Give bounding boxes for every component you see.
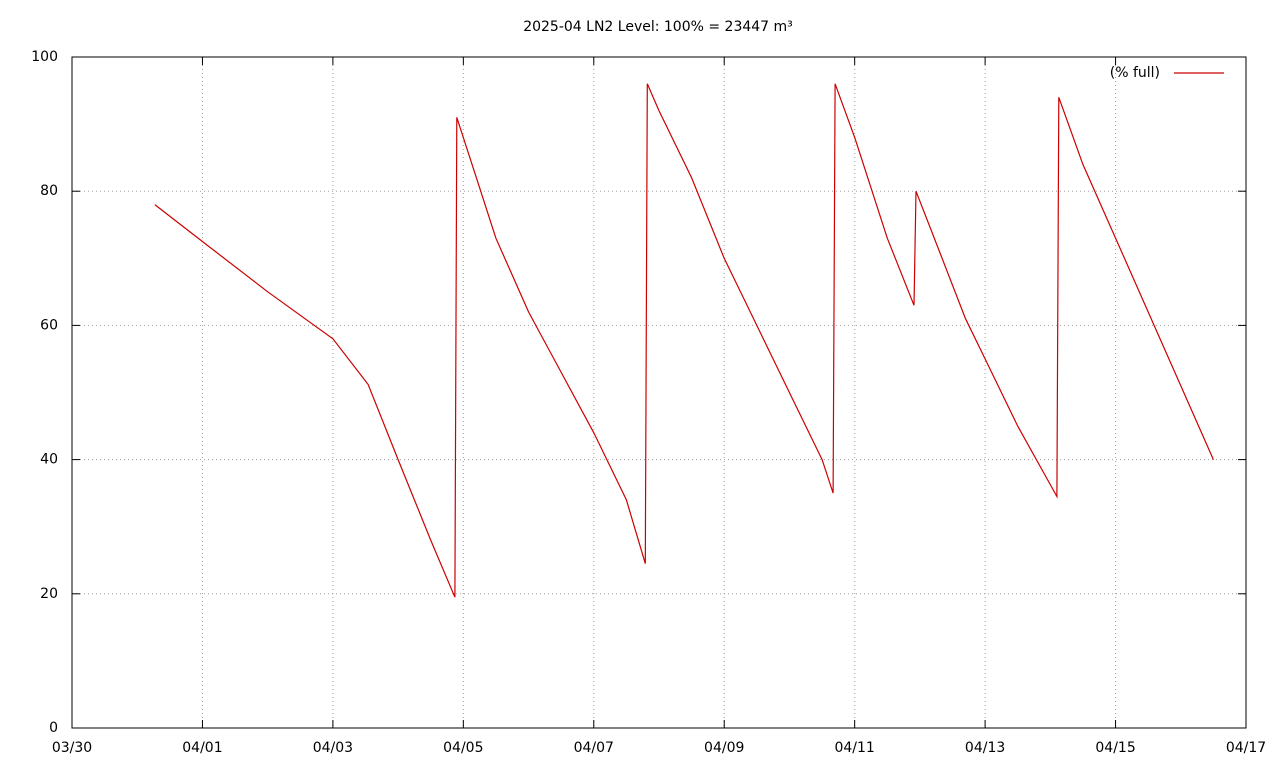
legend-label: (% full) xyxy=(1110,65,1160,81)
y-tick-label: 60 xyxy=(40,317,58,333)
x-tick-label: 04/17 xyxy=(1226,740,1266,756)
y-tick-label: 0 xyxy=(49,720,58,736)
x-tick-label: 04/01 xyxy=(182,740,222,756)
data-line xyxy=(154,83,1214,598)
x-tick-label: 04/13 xyxy=(965,740,1005,756)
x-tick-label: 04/09 xyxy=(704,740,744,756)
x-tick-label: 04/11 xyxy=(834,740,874,756)
y-tick-label: 20 xyxy=(40,586,58,602)
y-tick-label: 100 xyxy=(31,49,58,65)
plot-border xyxy=(71,56,1247,729)
chart-title: 2025-04 LN2 Level: 100% = 23447 m³ xyxy=(523,19,793,35)
y-tick-label: 40 xyxy=(40,452,58,468)
y-tick-label: 80 xyxy=(40,183,58,199)
x-tick-label: 03/30 xyxy=(52,740,92,756)
x-tick-label: 04/15 xyxy=(1095,740,1135,756)
x-tick-label: 04/03 xyxy=(313,740,353,756)
x-tick-label: 04/05 xyxy=(443,740,483,756)
x-tick-label: 04/07 xyxy=(574,740,614,756)
